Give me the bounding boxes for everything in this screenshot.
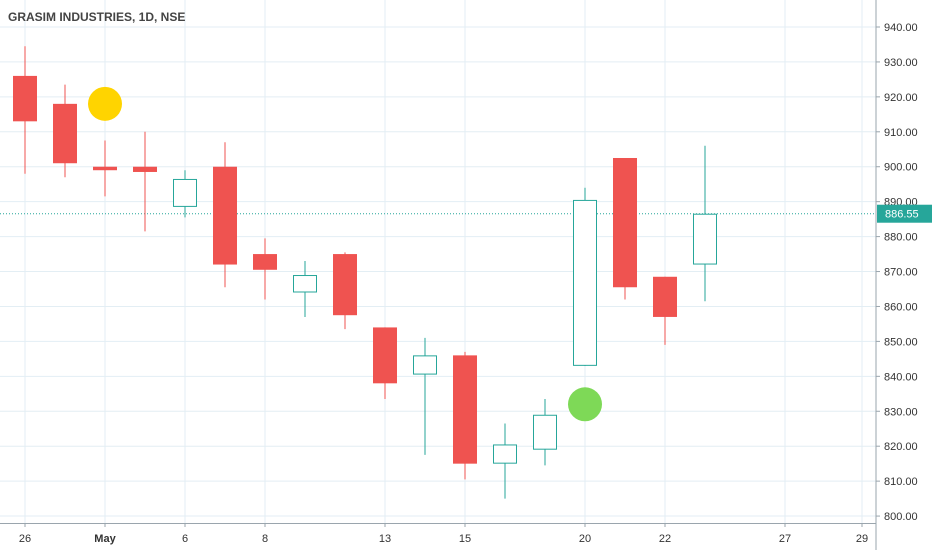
candle-body-down (653, 276, 677, 317)
candle-body-down (13, 75, 37, 122)
y-tick-label: 820.00 (884, 441, 918, 453)
candle (493, 423, 517, 499)
marker-circle (88, 86, 122, 121)
marker-circle (568, 387, 602, 422)
candle (373, 327, 397, 400)
chart-title: GRASIM INDUSTRIES, 1D, NSE (8, 10, 185, 24)
candle (573, 187, 597, 366)
candle-body-down (213, 166, 237, 265)
candle-body-up (493, 444, 517, 464)
y-axis[interactable]: 940.00930.00920.00910.00900.00890.00880.… (876, 22, 918, 523)
candle (693, 145, 717, 302)
candle-body-down (453, 355, 477, 464)
candle (453, 351, 477, 480)
candle (53, 84, 77, 178)
y-tick-label: 930.00 (884, 57, 918, 69)
candle-body-up (293, 275, 317, 293)
x-tick-label: 20 (579, 533, 591, 545)
candle (93, 140, 117, 197)
current-price-label-bg (877, 204, 932, 223)
x-tick-label: 22 (659, 533, 671, 545)
y-tick-label: 910.00 (884, 127, 918, 139)
x-tick-label: 27 (779, 533, 791, 545)
candle (173, 170, 197, 218)
candle-body-down (613, 157, 637, 288)
x-tick-label: 8 (262, 533, 268, 545)
candle (613, 157, 637, 300)
y-tick-label: 850.00 (884, 336, 918, 348)
y-tick-label: 900.00 (884, 162, 918, 174)
candles (13, 46, 717, 499)
grid (0, 0, 876, 523)
candle (253, 238, 277, 300)
markers (88, 86, 602, 422)
candle (133, 131, 157, 232)
y-tick-label: 840.00 (884, 371, 918, 383)
candle-body-down (373, 327, 397, 384)
candle-body-down (333, 254, 357, 316)
candle-body-up (413, 355, 437, 375)
y-tick-label: 860.00 (884, 301, 918, 313)
y-tick-label: 870.00 (884, 267, 918, 279)
x-tick-label: 29 (856, 533, 868, 545)
x-tick-label: 13 (379, 533, 391, 545)
candle (13, 46, 37, 174)
x-tick-label: 6 (182, 533, 188, 545)
x-axis[interactable]: 26 May 6 8 13 15 20 22 27 29 (19, 523, 868, 545)
candle (213, 142, 237, 288)
y-tick-label: 920.00 (884, 92, 918, 104)
candle-body-up (533, 414, 557, 450)
x-tick-label: 26 (19, 533, 31, 545)
candle-body-up (573, 199, 597, 366)
candle-body-up (693, 213, 717, 265)
candle-body-down (133, 166, 157, 172)
current-price-label-text: 886.55 (885, 209, 919, 221)
candle (333, 252, 357, 330)
y-tick-label: 940.00 (884, 22, 918, 34)
candle (413, 337, 437, 455)
candle-body-down (93, 166, 117, 171)
y-tick-label: 830.00 (884, 406, 918, 418)
y-tick-label: 810.00 (884, 476, 918, 488)
candle-body-down (53, 103, 77, 164)
candle (653, 276, 677, 345)
current-price-label: 886.55 (877, 204, 932, 223)
x-tick-label: May (94, 533, 116, 545)
y-tick-label: 880.00 (884, 232, 918, 244)
x-tick-label: 15 (459, 533, 471, 545)
candle (293, 261, 317, 317)
y-tick-label: 800.00 (884, 511, 918, 523)
candle-body-down (253, 254, 277, 270)
candle-body-up (173, 178, 197, 207)
candle (533, 399, 557, 466)
